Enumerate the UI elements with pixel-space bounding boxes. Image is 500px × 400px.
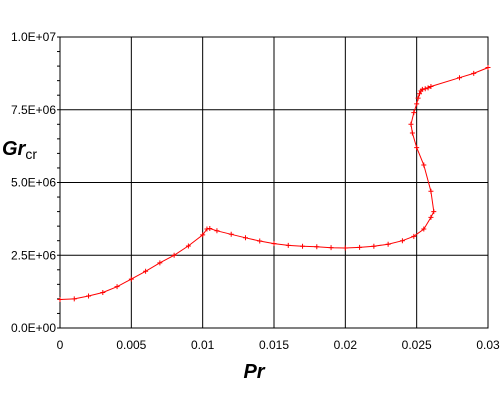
data-point [257,238,263,244]
data-point [415,95,421,101]
x-tick-label: 0.015 [259,338,289,352]
y-tick-label: 2.5E+06 [11,248,56,262]
x-tick-label: 0.03 [476,338,500,352]
x-tick-label: 0.025 [402,338,432,352]
data-point [414,101,420,107]
data-point [200,232,206,238]
data-point [417,91,423,97]
data-point [428,83,434,89]
data-point [285,242,291,248]
data-point [143,268,149,274]
data-point [207,225,213,231]
y-tick-label: 0.0E+00 [11,321,56,335]
y-tick-label: 1.0E+07 [11,30,56,44]
x-tick-label: 0.005 [116,338,146,352]
series-group [57,65,491,302]
data-point [409,130,415,136]
data-point [428,188,434,194]
data-point [471,70,477,76]
y-axis-title-main: Gr [2,138,27,160]
x-tick-label: 0.01 [191,338,215,352]
data-point [114,284,120,290]
data-point [408,121,414,127]
data-point [300,243,306,249]
data-point [228,231,234,237]
data-point [342,245,348,251]
y-axis-ticks: 0.0E+00 2.5E+06 5.0E+06 7.5E+06 1.0E+07 [11,30,60,335]
data-point [314,244,320,250]
data-point [421,162,427,168]
data-point [71,296,77,302]
data-point [171,252,177,258]
data-point [185,243,191,249]
x-tick-label: 0.02 [334,338,358,352]
x-axis-ticks: 0 0.005 0.01 0.015 0.02 0.025 0.03 [57,338,500,352]
data-point [357,244,363,250]
data-point [385,241,391,247]
data-point [100,289,106,295]
data-point [419,86,425,92]
y-axis-title-subscript: cr [25,146,37,162]
data-point [86,293,92,299]
data-point [456,75,462,81]
data-point [128,276,134,282]
data-point [242,235,248,241]
y-axis-title: Grcr [2,138,37,162]
data-point [399,238,405,244]
data-point [428,214,434,220]
x-axis-title: Pr [243,361,265,383]
data-point [431,209,437,215]
data-point [157,260,163,266]
data-point [371,243,377,249]
x-tick-label: 0 [57,338,64,352]
data-point [485,65,491,71]
y-tick-label: 7.5E+06 [11,103,56,117]
data-point [411,110,417,116]
grid-lines [59,36,489,329]
data-point [414,145,420,151]
data-point [214,228,220,234]
data-point [328,245,334,251]
data-point [422,86,428,92]
data-point [271,241,277,247]
data-point [421,226,427,232]
data-point [204,226,210,232]
y-tick-label: 5.0E+06 [11,176,56,190]
data-point [425,85,431,91]
data-point [411,233,417,239]
data-point [57,296,63,302]
